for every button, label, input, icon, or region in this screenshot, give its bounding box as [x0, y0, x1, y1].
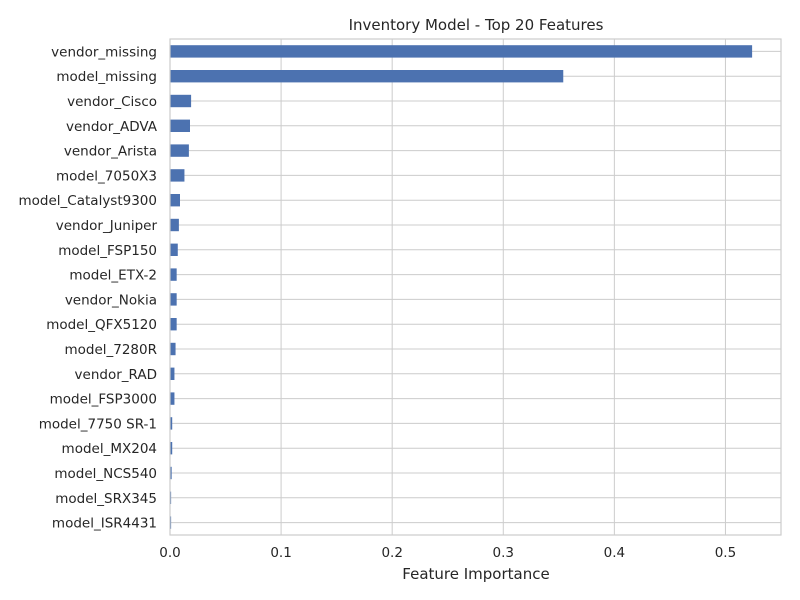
grid: [169, 39, 781, 535]
y-tick-label: model_MX204: [62, 441, 157, 457]
y-tick-label: model_FSP150: [58, 243, 157, 259]
bar: [170, 243, 178, 256]
y-tick-label: model_missing: [56, 69, 157, 85]
bars: [170, 45, 753, 529]
x-axis-label: Feature Importance: [402, 565, 549, 583]
y-tick-label: model_ISR4431: [52, 516, 157, 532]
bar: [170, 293, 177, 306]
bar: [170, 169, 185, 182]
bar: [170, 194, 180, 207]
bar: [170, 392, 175, 405]
y-tick-label: vendor_Arista: [64, 144, 157, 160]
bar: [170, 144, 189, 157]
y-tick-label: vendor_Juniper: [56, 218, 158, 234]
bar: [170, 466, 172, 480]
y-tick-label: model_ETX-2: [69, 268, 157, 284]
plot-frame: [169, 38, 782, 536]
bar: [170, 94, 192, 108]
y-tick-label: model_7750 SR-1: [39, 416, 157, 432]
y-tick-label: vendor_missing: [51, 44, 157, 60]
x-tick-label: 0.4: [604, 545, 625, 561]
bar: [170, 45, 753, 58]
chart-title: Inventory Model - Top 20 Features: [349, 16, 604, 34]
bar: [170, 119, 190, 132]
bar: [170, 367, 175, 380]
y-tick-label: model_7050X3: [56, 168, 157, 184]
x-tick-label: 0.5: [715, 545, 736, 561]
bar: [170, 442, 173, 455]
bar: [170, 318, 177, 331]
y-tick-label: model_FSP3000: [50, 392, 157, 408]
x-tick-label: 0.0: [159, 545, 180, 561]
x-tick-label: 0.1: [270, 545, 291, 561]
y-tick-label: vendor_RAD: [75, 367, 157, 383]
y-tick-label: vendor_ADVA: [66, 119, 158, 135]
bar: [170, 218, 179, 232]
y-tick-label: vendor_Cisco: [67, 94, 157, 110]
bar: [170, 268, 177, 281]
y-tick-label: model_QFX5120: [46, 317, 157, 333]
y-tick-label: model_Catalyst9300: [19, 193, 157, 209]
x-tick-label: 0.2: [381, 545, 402, 561]
x-tick-label: 0.3: [493, 545, 514, 561]
bar: [170, 417, 173, 430]
y-tick-label: model_SRX345: [55, 491, 157, 507]
x-tick-labels: 0.0 0.1 0.2 0.3 0.4 0.5: [159, 545, 736, 561]
bar: [170, 70, 564, 83]
y-tick-label: model_NCS540: [54, 466, 157, 482]
y-tick-labels: vendor_missing model_missing vendor_Ciscov…: [19, 44, 158, 531]
bar: [170, 342, 176, 356]
y-tick-label: model_7280R: [64, 342, 157, 358]
y-tick-label: vendor_Nokia: [65, 292, 157, 308]
